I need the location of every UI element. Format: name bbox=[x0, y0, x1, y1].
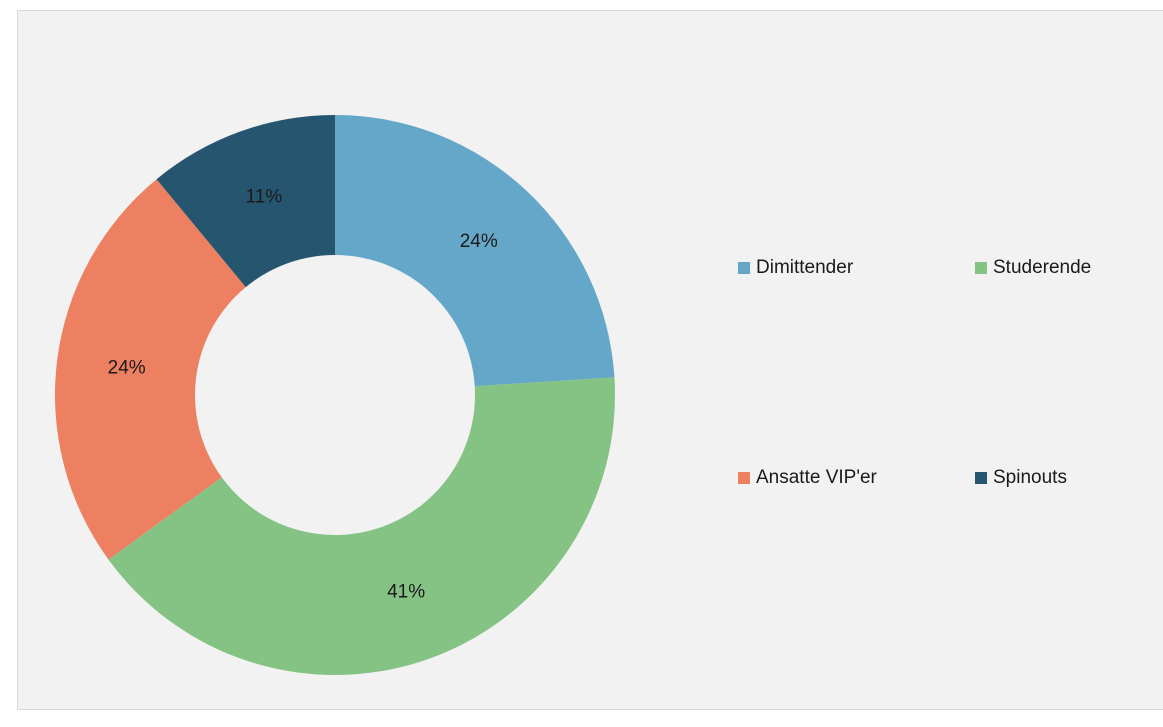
legend-label: Spinouts bbox=[993, 467, 1067, 488]
data-label: 11% bbox=[246, 186, 283, 207]
legend-label: Studerende bbox=[993, 257, 1091, 278]
donut-slice bbox=[335, 115, 615, 387]
donut-slice bbox=[156, 115, 335, 288]
legend-label: Ansatte VIP'er bbox=[756, 467, 878, 488]
donut-slice bbox=[108, 377, 616, 676]
legend-label: Dimittender bbox=[756, 257, 854, 278]
data-label: 24% bbox=[108, 358, 146, 379]
legend-swatch bbox=[738, 262, 750, 274]
donut-slice bbox=[55, 179, 246, 560]
legend-swatch bbox=[975, 262, 987, 274]
legend-swatch bbox=[975, 472, 987, 484]
data-label: 24% bbox=[460, 231, 498, 252]
legend-swatch bbox=[738, 472, 750, 484]
data-label: 41% bbox=[387, 582, 425, 603]
